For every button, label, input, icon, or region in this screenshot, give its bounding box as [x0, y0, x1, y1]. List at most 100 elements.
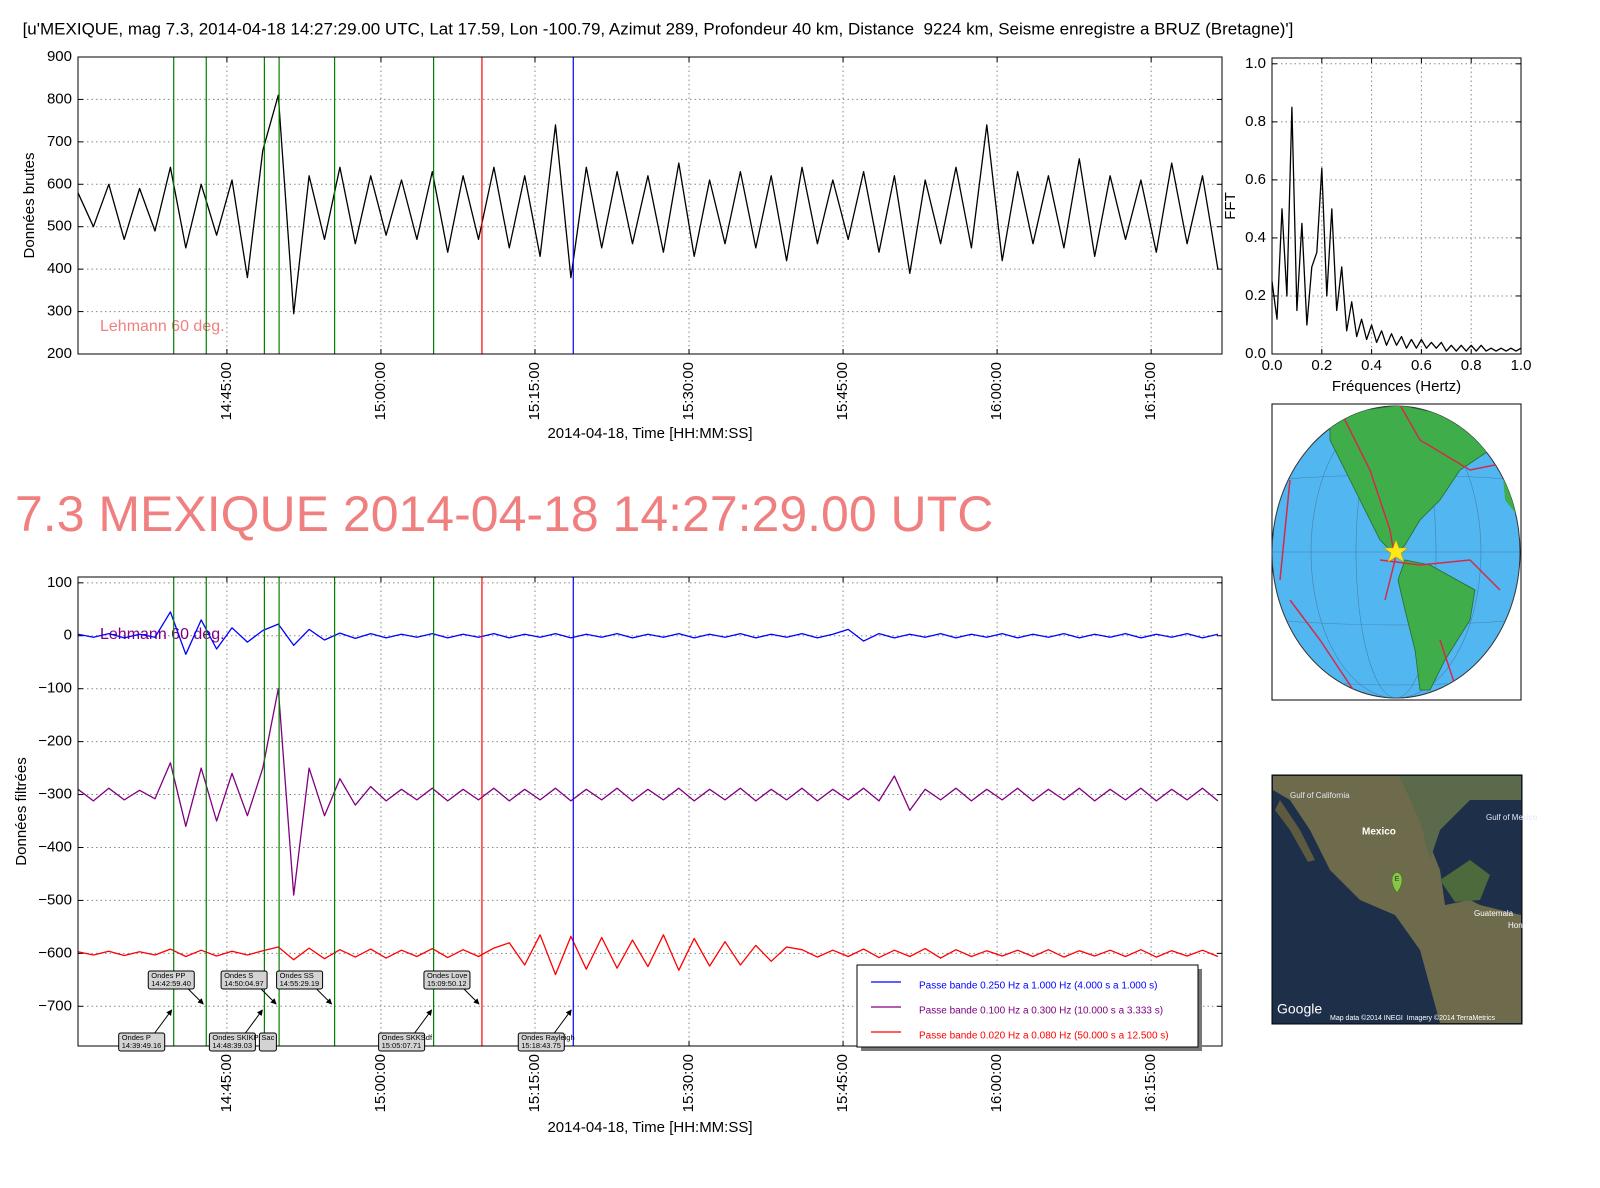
x-tick-label: 15:15:00 [526, 362, 543, 420]
phase-time: 14:39:49.16 [122, 1041, 162, 1050]
x-tick-label: 15:30:00 [680, 1054, 697, 1112]
map-label: Gulf of California [1290, 791, 1350, 800]
x-tick-label: 15:45:00 [834, 1054, 851, 1112]
phase-label-box [118, 1032, 166, 1052]
y-tick-label: 100 [47, 574, 72, 591]
globe-map [1271, 403, 1522, 701]
x-tick-label: 16:00:00 [988, 362, 1005, 420]
x-tick-label: 16:00:00 [988, 1054, 1005, 1112]
x-tick-label: 14:45:00 [218, 1054, 235, 1112]
x-tick-label: 1.0 [1511, 357, 1532, 374]
y-tick-label: 300 [47, 303, 72, 320]
y-tick-label: 0.2 [1245, 287, 1266, 304]
y-tick-label: −300 [38, 786, 72, 803]
x-tick-label: 15:45:00 [834, 362, 851, 420]
legend-label: Passe bande 0.020 Hz a 0.080 Hz (50.000 … [919, 1031, 1169, 1042]
phase-time: 14:55:29.19 [280, 979, 320, 988]
y-axis-label: FFT [1222, 192, 1239, 220]
y-tick-label: 200 [47, 345, 72, 362]
phase-label-box [208, 1032, 256, 1052]
phase-time: 15:09:50.12 [427, 979, 467, 988]
y-tick-label: 800 [47, 90, 72, 107]
x-tick-label: 16:15:00 [1142, 362, 1159, 420]
chart-title: 7.3 MEXIQUE 2014-04-18 14:27:29.00 UTC [15, 486, 993, 542]
x-axis-label: 2014-04-18, Time [HH:MM:SS] [547, 425, 752, 442]
series-line [77, 688, 1219, 896]
x-tick-label: 15:00:00 [372, 362, 389, 420]
phase-label: Ondes SS [280, 971, 314, 980]
map-attribution: Map data ©2014 INEGI Imagery ©2014 Terra… [1330, 1014, 1496, 1022]
phase-time: 15:18:43.75 [521, 1041, 561, 1050]
x-tick-label: 14:45:00 [218, 362, 235, 420]
phase-arrow [463, 988, 480, 1005]
x-tick-label: 15:00:00 [372, 1054, 389, 1112]
annotation: Lehmann 60 deg. [100, 626, 225, 643]
series-line [77, 611, 1219, 655]
phase-label-box [276, 970, 324, 990]
phase-label: Ondes SKIKP [212, 1033, 258, 1042]
y-tick-label: 1.0 [1245, 55, 1266, 72]
phase-arrow [553, 1009, 572, 1034]
map-pin-label: E [1395, 876, 1400, 883]
phase-arrow [187, 988, 204, 1005]
axes-frame [77, 56, 1223, 355]
y-tick-label: −400 [38, 838, 72, 855]
y-tick-label: 0.8 [1245, 113, 1266, 130]
chart-2: 7.3 MEXIQUE 2014-04-18 14:27:29.00 UTC −7… [13, 486, 1223, 1136]
y-tick-label: 700 [47, 133, 72, 150]
y-tick-label: −700 [38, 997, 72, 1014]
y-tick-label: −100 [38, 680, 72, 697]
phase-label-box [147, 970, 195, 990]
phase-label: Ondes Love [427, 971, 467, 980]
phase-time: 15:05:07.71 [382, 1041, 422, 1050]
y-tick-label: 600 [47, 175, 72, 192]
phase-label: Ondes Rayleigh [521, 1033, 574, 1042]
phase-label-box [258, 1032, 277, 1052]
phase-label-box [378, 1032, 426, 1052]
x-axis-label: Fréquences (Hertz) [1332, 378, 1461, 395]
phase-label-box [220, 970, 268, 990]
axes-frame [1271, 57, 1522, 355]
y-tick-label: −500 [38, 891, 72, 908]
phase-time: 14:42:59.40 [151, 979, 191, 988]
x-axis-label: 2014-04-18, Time [HH:MM:SS] [547, 1119, 752, 1136]
phase-label-box [423, 970, 471, 990]
chart-1: 0.0 0.2 0.4 0.6 0.8 1.0 0.0 0.2 0.4 0.6 0.8 1.0 FFT F… [1222, 55, 1531, 395]
map-label: Gulf of Mexico [1486, 813, 1538, 822]
x-tick-label: 0.4 [1361, 357, 1382, 374]
annotation: Lehmann 60 deg. [100, 318, 225, 335]
series-line [1271, 106, 1522, 352]
satellite-map: Gulf of California Mexico Gulf of Mexico… [1271, 774, 1538, 1025]
y-axis-label: Données brutes [21, 153, 38, 259]
legend-box [856, 964, 1199, 1048]
phase-time: 14:48:39.03 [212, 1041, 252, 1050]
y-tick-label: −600 [38, 944, 72, 961]
y-tick-label: 0 [64, 627, 72, 644]
x-tick-label: 0.8 [1461, 357, 1482, 374]
chart-0: [u'MEXIQUE, mag 7.3, 2014-04-18 14:27:29… [21, 19, 1293, 441]
phase-label: Ondes S [224, 971, 253, 980]
phase-arrow [154, 1009, 173, 1034]
phase-arrow [244, 1009, 263, 1034]
series-line [77, 94, 1219, 315]
y-tick-label: −200 [38, 733, 72, 750]
y-axis-label: Données filtrées [13, 757, 30, 865]
axes-frame [77, 576, 1223, 1047]
plot-area [78, 57, 1222, 354]
x-tick-label: 15:30:00 [680, 362, 697, 420]
x-tick-label: 16:15:00 [1142, 1054, 1159, 1112]
y-tick-label: 400 [47, 260, 72, 277]
phase-label: Ondes P [122, 1033, 151, 1042]
phase-arrow [414, 1009, 433, 1034]
y-tick-label: 0.6 [1245, 171, 1266, 188]
phase-label: Sac [261, 1033, 274, 1042]
map-label: Mexico [1362, 827, 1396, 838]
plot-area [1272, 58, 1521, 354]
phase-arrow [316, 988, 333, 1005]
phase-label: Ondes PP [151, 971, 185, 980]
map-logo: Google [1277, 1001, 1322, 1017]
map-label: Guatemala [1474, 909, 1514, 918]
phase-label: Ondes SKKSdf [382, 1033, 433, 1042]
